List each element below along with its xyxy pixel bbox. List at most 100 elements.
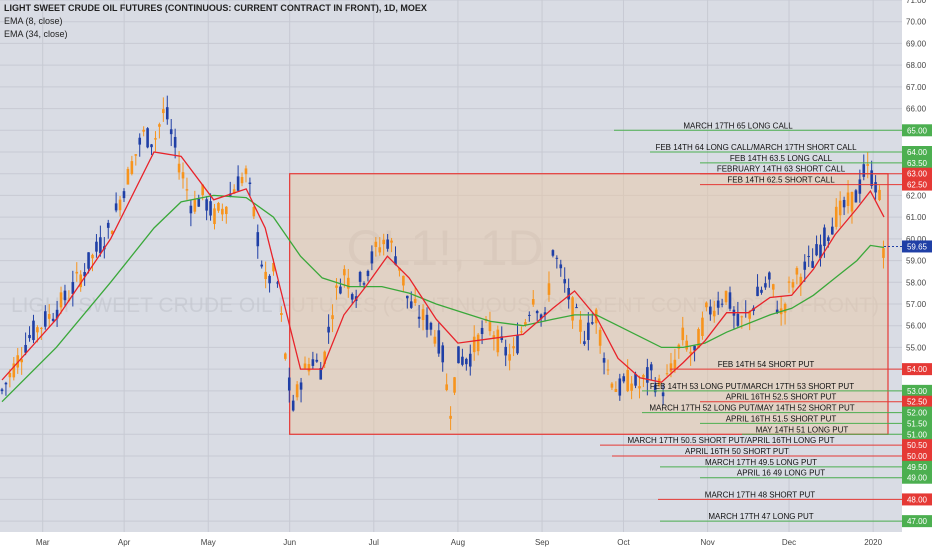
candle-body bbox=[583, 341, 586, 345]
candle-body bbox=[158, 124, 161, 127]
candle-body bbox=[736, 313, 740, 326]
candle-body bbox=[866, 164, 870, 166]
candle-body bbox=[232, 189, 236, 194]
candle-body bbox=[28, 334, 31, 339]
annotation-price-tag-text: 51.50 bbox=[907, 419, 928, 428]
candle-body bbox=[193, 199, 197, 212]
candle-body bbox=[638, 386, 641, 389]
candle-body bbox=[213, 208, 216, 225]
candle-body bbox=[110, 231, 114, 235]
annotation-label: MARCH 17TH 49.5 LONG PUT bbox=[705, 458, 817, 467]
annotation-price-tag-text: 53.00 bbox=[907, 387, 928, 396]
candle-body bbox=[862, 164, 866, 177]
annotation-price-tag-text: 65.00 bbox=[907, 126, 928, 135]
annotation-label: APRIL 16TH 51.5 SHORT PUT bbox=[726, 414, 837, 423]
candle-body bbox=[370, 251, 374, 264]
candle-body bbox=[284, 353, 287, 359]
candle-body bbox=[720, 303, 724, 305]
candle-body bbox=[260, 264, 264, 267]
annotation-price-tag bbox=[902, 428, 932, 441]
candle-body bbox=[504, 346, 507, 356]
annotation-price-tag bbox=[902, 124, 932, 137]
candle-body bbox=[535, 311, 539, 314]
annotation-label: MARCH 17TH 65 LONG CALL bbox=[683, 121, 793, 130]
x-tick-label: Oct bbox=[617, 538, 630, 547]
candle-body bbox=[728, 292, 732, 309]
annotation-price-tag bbox=[902, 493, 932, 506]
candle-body bbox=[83, 272, 86, 277]
candle-body bbox=[71, 281, 75, 294]
candle-body bbox=[622, 376, 626, 382]
annotation-price-tag bbox=[902, 450, 932, 462]
candle-body bbox=[520, 331, 523, 333]
candle-body bbox=[406, 295, 409, 299]
last-price-text: 59.65 bbox=[907, 242, 928, 251]
candle-body bbox=[602, 358, 606, 363]
candle-body bbox=[634, 373, 637, 386]
candle-body bbox=[173, 136, 177, 148]
candle-body bbox=[653, 384, 657, 393]
annotation-price-tag-text: 62.50 bbox=[907, 181, 928, 190]
candle-body bbox=[457, 346, 460, 364]
candle-body bbox=[91, 254, 94, 259]
last-price-tag bbox=[902, 240, 932, 253]
y-tick-label: 55.00 bbox=[906, 343, 927, 352]
x-tick-label: Sep bbox=[535, 538, 550, 547]
candle-body bbox=[661, 392, 665, 397]
annotation-label: MARCH 17TH 50.5 SHORT PUT/APRIL 16TH LON… bbox=[627, 436, 834, 445]
candle-body bbox=[811, 261, 814, 268]
candle-body bbox=[858, 179, 862, 194]
x-tick-label: Jun bbox=[283, 538, 296, 547]
candle-body bbox=[291, 400, 295, 411]
candle-body bbox=[311, 359, 315, 366]
candle-body bbox=[272, 262, 275, 272]
candle-body bbox=[79, 274, 83, 288]
candle-body bbox=[465, 358, 468, 365]
candle-body bbox=[606, 369, 610, 371]
candle-body bbox=[665, 373, 669, 375]
ema-slow-legend[interactable]: EMA (34, close) bbox=[4, 29, 68, 39]
candle-body bbox=[445, 384, 448, 391]
candle-body bbox=[488, 322, 492, 332]
candle-body bbox=[12, 363, 16, 378]
annotation-price-tag-text: 54.00 bbox=[907, 365, 928, 374]
candle-body bbox=[350, 294, 354, 300]
candle-body bbox=[374, 241, 378, 247]
annotation-label: FEB 14TH 64 LONG CALL/MARCH 17TH SHORT C… bbox=[655, 143, 857, 152]
annotation-price-tag bbox=[902, 384, 932, 397]
annotation-price-tag bbox=[902, 439, 932, 452]
candle-body bbox=[8, 372, 12, 378]
annotation-label: FEB 14TH 53 LONG PUT/MARCH 17TH 53 SHORT… bbox=[650, 382, 854, 391]
candle-body bbox=[712, 310, 716, 317]
candle-body bbox=[276, 282, 279, 284]
candle-body bbox=[539, 314, 543, 319]
candle-body bbox=[618, 378, 622, 396]
candle-body bbox=[331, 315, 334, 320]
candle-body bbox=[126, 168, 130, 185]
candle-body bbox=[425, 314, 429, 330]
candle-body bbox=[154, 138, 157, 140]
candle-body bbox=[146, 128, 149, 148]
ema-fast-legend[interactable]: EMA (8, close) bbox=[4, 16, 63, 26]
candle-body bbox=[453, 377, 456, 393]
candle-body bbox=[610, 383, 614, 388]
annotation-label: FEBRUARY 14TH 63 SHORT CALL bbox=[717, 165, 846, 174]
candle-body bbox=[689, 351, 692, 354]
annotation-price-tag-text: 47.00 bbox=[907, 517, 928, 526]
candle-body bbox=[555, 257, 559, 259]
candle-body bbox=[547, 283, 551, 295]
candle-body bbox=[783, 303, 787, 313]
y-tick-label: 70.00 bbox=[906, 18, 927, 27]
candle-body bbox=[882, 248, 885, 258]
annotation-label: APRIL 16TH 52.5 SHORT PUT bbox=[726, 393, 837, 402]
candle-body bbox=[87, 252, 90, 269]
annotation-price-tag bbox=[902, 460, 932, 473]
candle-body bbox=[185, 189, 189, 191]
candle-body bbox=[150, 144, 153, 148]
annotation-label: APRIL 16TH 50 SHORT PUT bbox=[685, 447, 789, 456]
annotation-price-tag bbox=[902, 471, 932, 484]
candle-body bbox=[59, 292, 63, 308]
candle-body bbox=[20, 359, 23, 363]
candle-body bbox=[63, 290, 67, 301]
